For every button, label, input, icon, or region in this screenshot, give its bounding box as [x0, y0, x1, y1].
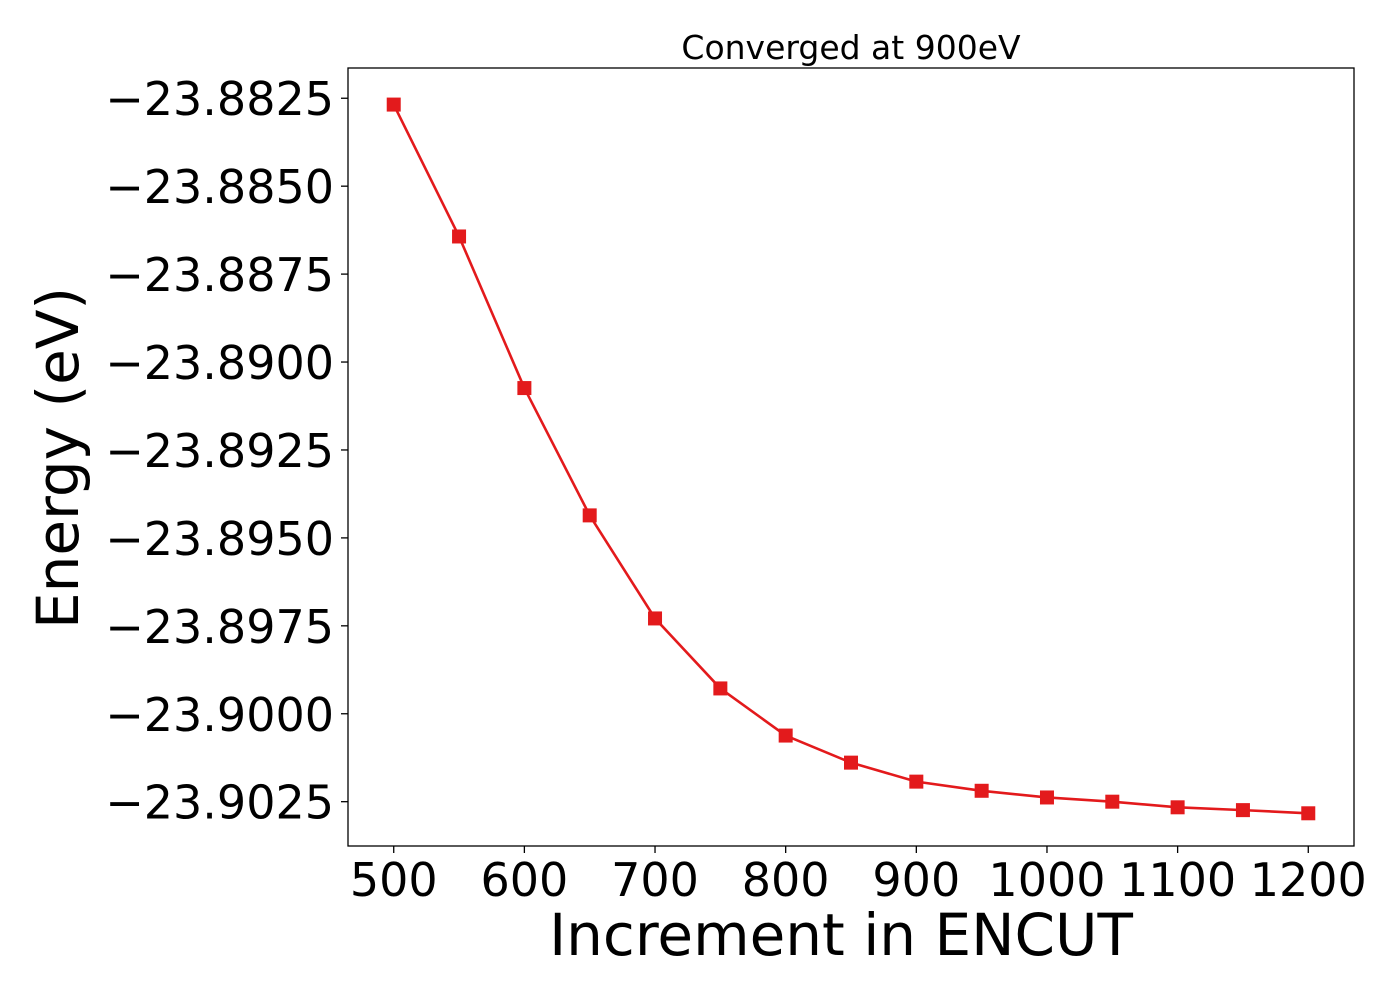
data-point-marker [1235, 803, 1250, 818]
y-tick-label: −23.8900 [105, 336, 334, 390]
data-point-marker [648, 611, 663, 626]
data-point-marker [1039, 790, 1054, 805]
series-layer [386, 97, 1316, 821]
x-tick-label: 600 [480, 853, 568, 907]
plot-area [347, 67, 1355, 847]
x-tick-label: 1100 [1119, 853, 1236, 907]
x-tick-label: 1000 [988, 853, 1105, 907]
data-point-marker [386, 97, 401, 112]
x-axis: 500 600 700 800 900 1000 1100 1200 [350, 846, 1367, 907]
y-axis: −23.8825 −23.8850 −23.8875 −23.8900 −23.8925… [105, 72, 348, 830]
x-tick-label: 900 [872, 853, 960, 907]
y-tick-label: −23.9025 [105, 776, 334, 830]
x-tick-label: 500 [350, 853, 438, 907]
data-point-marker [1301, 806, 1316, 821]
data-point-marker [974, 783, 989, 798]
x-tick-label: 700 [611, 853, 699, 907]
y-axis-title: Energy (eV) [24, 287, 92, 629]
data-point-marker [452, 229, 467, 244]
y-tick-label: −23.8850 [105, 160, 334, 214]
data-point-marker [1170, 800, 1185, 815]
y-tick-label: −23.9000 [105, 688, 334, 742]
x-axis-title: Increment in ENCUT [549, 901, 1133, 969]
chart-title: Converged at 900eV [681, 28, 1021, 67]
y-tick-label: −23.8875 [105, 248, 334, 302]
data-point-marker [713, 681, 728, 696]
data-point-marker [778, 728, 793, 743]
y-tick-label: −23.8950 [105, 512, 334, 566]
data-point-marker [844, 755, 858, 770]
data-point-marker [909, 774, 924, 789]
data-point-marker [1105, 794, 1120, 809]
x-tick-label: 800 [742, 853, 830, 907]
y-tick-label: −23.8925 [105, 424, 334, 478]
y-tick-label: −23.8975 [105, 600, 334, 654]
data-point-marker [517, 381, 532, 396]
y-tick-label: −23.8825 [105, 72, 334, 126]
x-tick-label: 1200 [1250, 853, 1367, 907]
data-point-marker [582, 508, 597, 523]
